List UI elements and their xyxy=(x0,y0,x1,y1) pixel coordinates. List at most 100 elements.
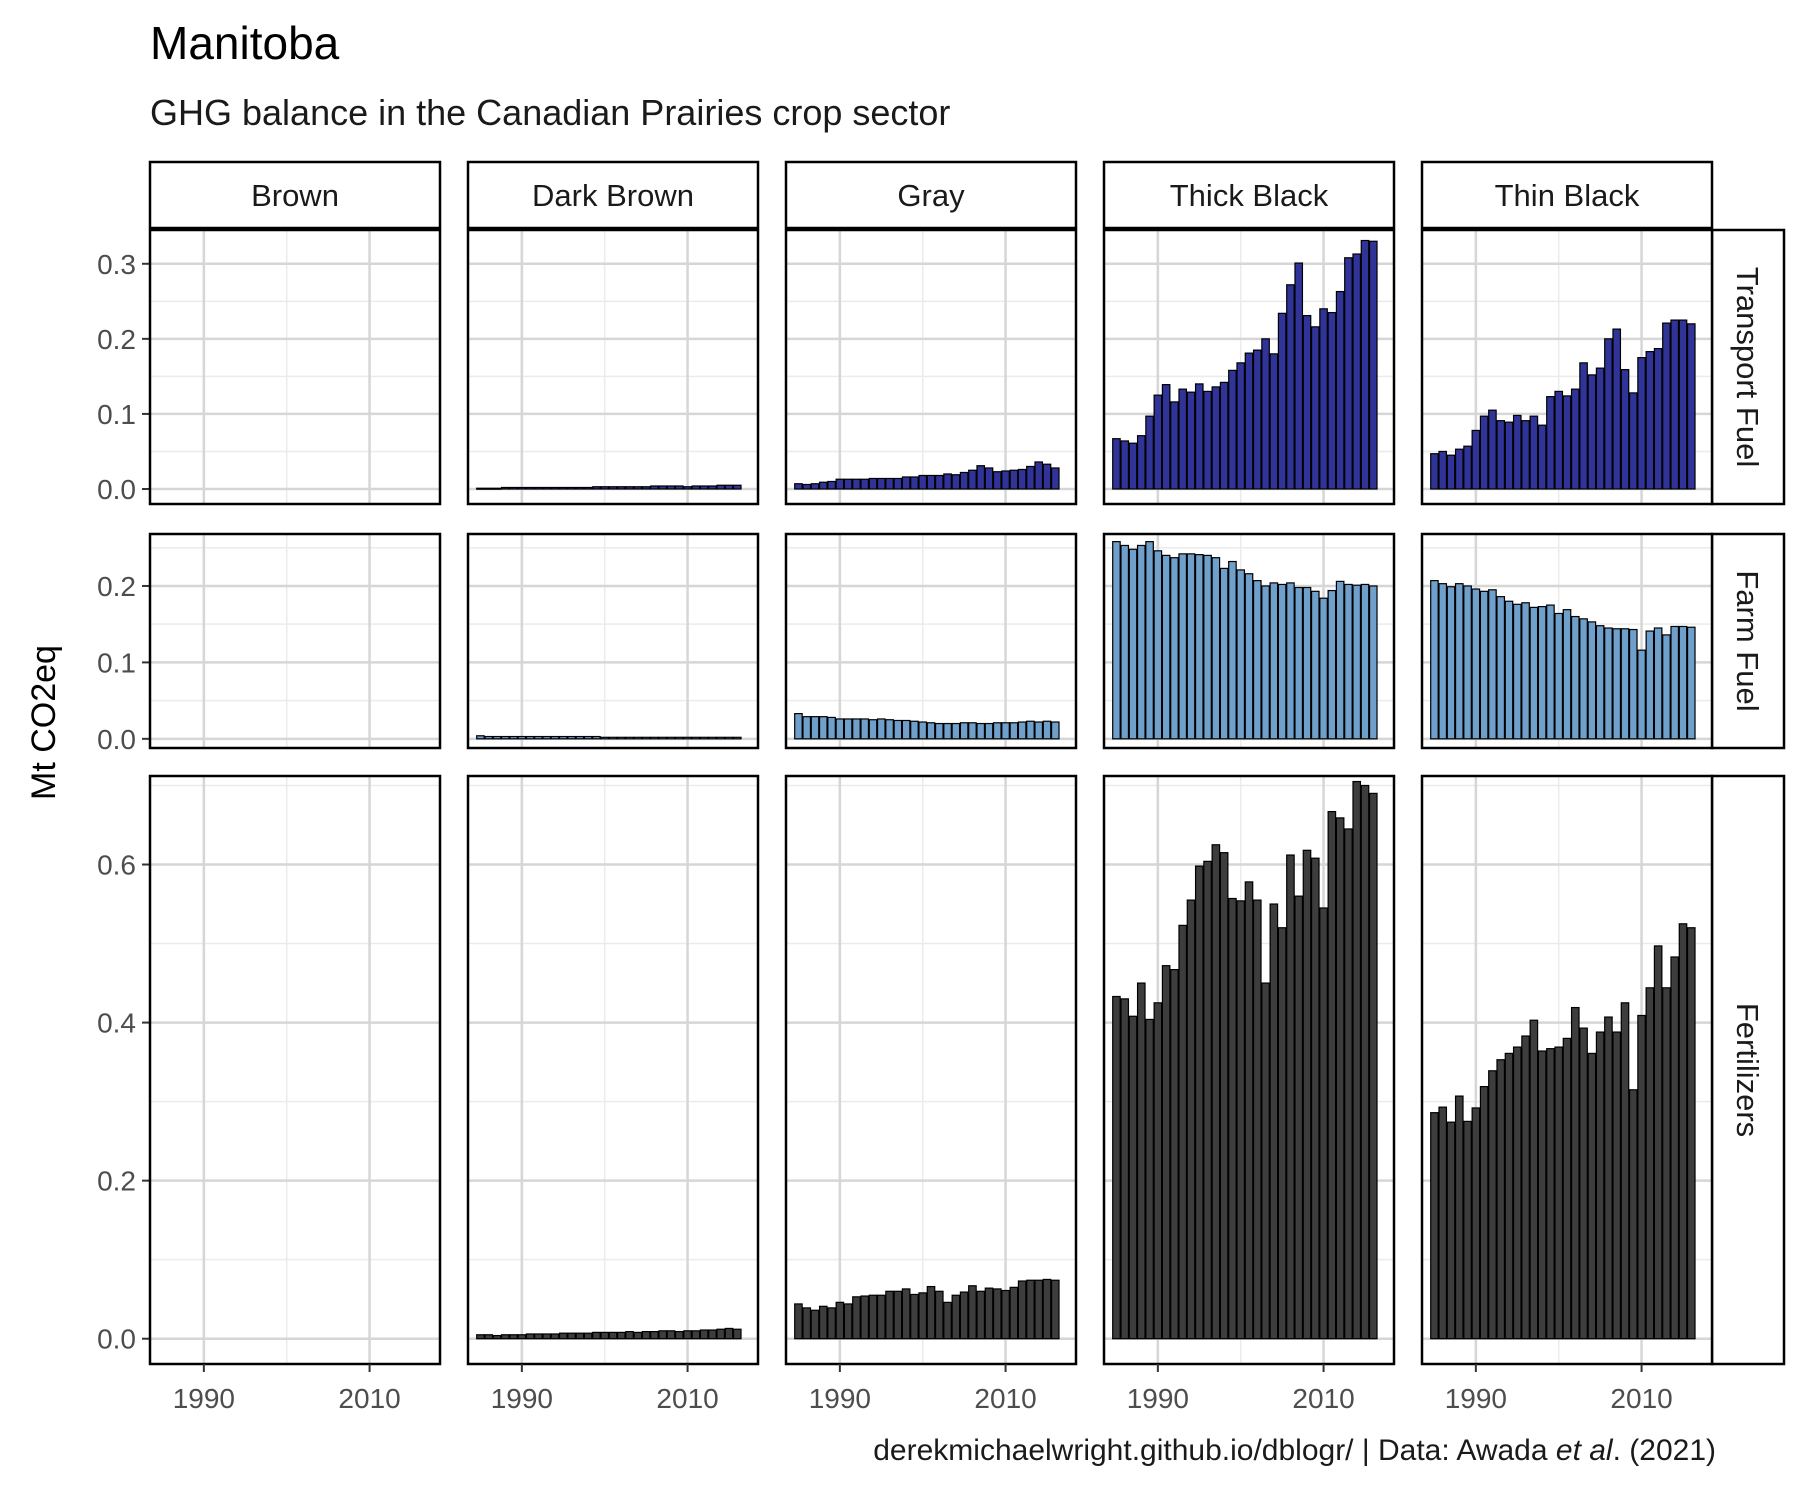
bar xyxy=(827,480,836,490)
bar xyxy=(558,1332,568,1340)
bar xyxy=(666,736,676,740)
bar xyxy=(716,484,726,490)
bar xyxy=(1170,969,1179,1340)
bar xyxy=(1670,956,1680,1340)
bar xyxy=(868,1294,878,1340)
bar xyxy=(1579,362,1588,490)
bar xyxy=(1521,602,1530,740)
bar xyxy=(716,1328,726,1340)
bar xyxy=(1471,429,1481,490)
bar xyxy=(1662,634,1671,740)
bar xyxy=(625,486,634,490)
bar xyxy=(1244,881,1254,1340)
bar xyxy=(1286,854,1295,1340)
bar xyxy=(1219,567,1229,740)
bar xyxy=(476,735,485,740)
bar xyxy=(575,1332,585,1340)
bar xyxy=(1352,584,1362,740)
bar xyxy=(843,478,853,490)
bar xyxy=(843,718,853,740)
bar xyxy=(1294,895,1304,1340)
x-tick-label: 2010 xyxy=(656,1383,718,1414)
bar xyxy=(674,736,684,740)
bar xyxy=(1194,865,1204,1340)
bar xyxy=(1277,927,1287,1340)
bar xyxy=(534,1333,543,1340)
bar xyxy=(1128,1015,1138,1340)
bar xyxy=(1327,311,1337,490)
panel-border xyxy=(466,228,760,506)
bar xyxy=(1678,319,1688,490)
bar xyxy=(1286,582,1295,740)
column-strip-label: Brown xyxy=(251,178,339,213)
bar xyxy=(558,486,568,490)
panel-border xyxy=(784,532,1078,750)
bar xyxy=(650,1330,659,1340)
bar xyxy=(992,471,1002,490)
panel-border xyxy=(784,228,1078,506)
column-strip-label: Thick Black xyxy=(1170,178,1329,213)
bar xyxy=(592,486,601,490)
bar xyxy=(934,474,944,490)
bar xyxy=(1368,585,1378,740)
bar xyxy=(1546,604,1555,740)
bar xyxy=(976,465,986,490)
panel-fertilizers-brown xyxy=(148,774,442,1366)
bar xyxy=(1430,1112,1439,1340)
bar xyxy=(1194,383,1204,490)
row-strip-box xyxy=(1710,228,1786,506)
bar xyxy=(1319,308,1328,490)
bar xyxy=(500,486,510,490)
bar xyxy=(1595,367,1605,490)
bar xyxy=(918,721,928,740)
bar xyxy=(1454,583,1464,740)
bar xyxy=(625,1330,634,1340)
bar xyxy=(810,483,820,490)
caption-prefix: derekmichaelwright.github.io/dblogr/ | D… xyxy=(873,1434,1556,1467)
bar xyxy=(1120,440,1130,490)
bar xyxy=(1678,923,1688,1340)
column-strip-brown: Brown xyxy=(148,160,442,230)
bar xyxy=(852,718,861,740)
bar xyxy=(827,716,836,740)
bar xyxy=(1570,615,1580,740)
bar xyxy=(708,736,717,740)
bar xyxy=(1203,554,1212,740)
bar xyxy=(1496,1059,1506,1340)
y-tick-label: 0.6 xyxy=(97,850,136,881)
column-strip-thin-black: Thin Black xyxy=(1420,160,1714,230)
bar xyxy=(943,1301,952,1340)
bar xyxy=(1294,586,1304,740)
bar xyxy=(1178,388,1188,490)
bar xyxy=(1261,982,1270,1340)
x-tick-label: 2010 xyxy=(338,1383,400,1414)
bar xyxy=(1034,461,1044,490)
bar xyxy=(1009,1286,1019,1340)
bar xyxy=(926,722,936,740)
bar xyxy=(1145,541,1154,740)
bar xyxy=(542,1333,552,1340)
bar xyxy=(1562,395,1572,490)
panel-background xyxy=(150,776,440,1364)
panel-border xyxy=(148,774,442,1366)
bar xyxy=(583,735,593,740)
bar xyxy=(1360,784,1370,1340)
row-strip-fertilizers: Fertilizers xyxy=(1710,774,1786,1366)
bar xyxy=(1203,390,1212,490)
bar xyxy=(517,486,527,490)
bar xyxy=(1120,998,1130,1340)
bar xyxy=(1319,907,1328,1340)
bar xyxy=(794,483,803,490)
bar xyxy=(500,735,510,740)
bar xyxy=(1128,548,1138,740)
bar xyxy=(926,1285,936,1340)
bar xyxy=(1504,600,1514,740)
bar xyxy=(1252,899,1262,1340)
bar xyxy=(666,485,676,490)
bar xyxy=(1236,569,1246,740)
bar xyxy=(868,719,878,740)
bar xyxy=(724,1327,734,1340)
bar xyxy=(484,487,494,490)
bar xyxy=(1252,349,1262,490)
bar xyxy=(943,722,952,740)
